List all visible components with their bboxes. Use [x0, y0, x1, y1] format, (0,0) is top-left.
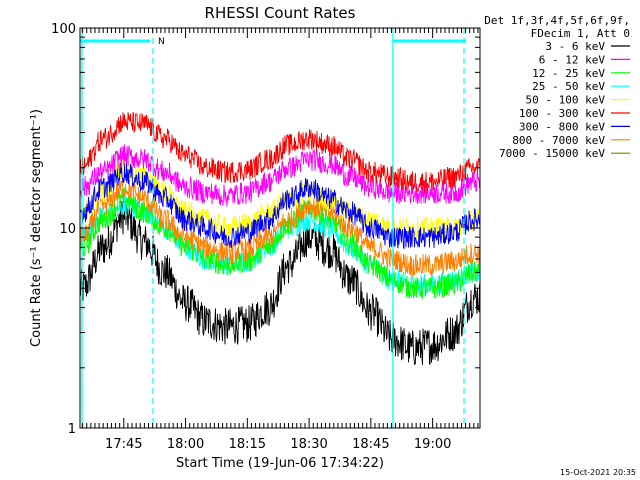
legend: Det 1f,3f,4f,5f,6f,9f,FDecim 1, Att 03 -… — [484, 14, 630, 160]
x-tick-label: 18:15 — [229, 437, 266, 452]
series-line-1 — [79, 144, 481, 207]
x-tick-label: 19:00 — [414, 437, 451, 452]
series-line-7 — [79, 178, 481, 278]
series-line-0 — [79, 198, 481, 366]
x-axis-label: Start Time (19-Jun-06 17:34:22) — [176, 456, 384, 471]
timestamp-label: 15-Oct-2021 20:35 — [560, 468, 636, 477]
chart-title: RHESSI Count Rates — [205, 4, 356, 22]
legend-entry: 50 - 100 keV — [526, 94, 606, 107]
legend-header: FDecim 1, Att 0 — [531, 27, 630, 40]
x-tick-label: 18:00 — [167, 437, 204, 452]
x-tick-label: 17:45 — [105, 437, 142, 452]
y-axis-ticks: 1 10 100 — [51, 22, 480, 437]
x-tick-label: 18:30 — [290, 437, 327, 452]
legend-entry: 25 - 50 keV — [532, 80, 605, 93]
legend-entry: 3 - 6 keV — [545, 40, 605, 53]
legend-entry: 800 - 7000 keV — [512, 134, 605, 147]
orbit-markers: N — [80, 28, 466, 428]
series-line-2 — [79, 188, 481, 300]
y-tick-label: 1 — [68, 422, 76, 437]
x-tick-label: 18:45 — [352, 437, 389, 452]
y-axis-label: Count Rate (s⁻¹ detector segment⁻¹) — [29, 109, 44, 347]
legend-entry: 7000 - 15000 keV — [499, 147, 605, 160]
series-line-5 — [79, 111, 481, 194]
series-layer — [79, 111, 481, 366]
y-tick-label: 10 — [59, 222, 76, 237]
y-tick-label: 100 — [51, 22, 76, 37]
night-label: N — [158, 37, 165, 47]
x-axis-ticks: 17:45 18:00 18:15 18:30 18:45 19:00 — [82, 28, 479, 452]
legend-entry: 6 - 12 keV — [539, 53, 606, 66]
legend-entry: 12 - 25 keV — [532, 67, 605, 80]
legend-entry: 100 - 300 keV — [519, 107, 605, 120]
legend-header: Det 1f,3f,4f,5f,6f,9f, — [484, 14, 630, 27]
series-line-6 — [79, 162, 481, 250]
legend-entry: 300 - 800 keV — [519, 120, 605, 133]
